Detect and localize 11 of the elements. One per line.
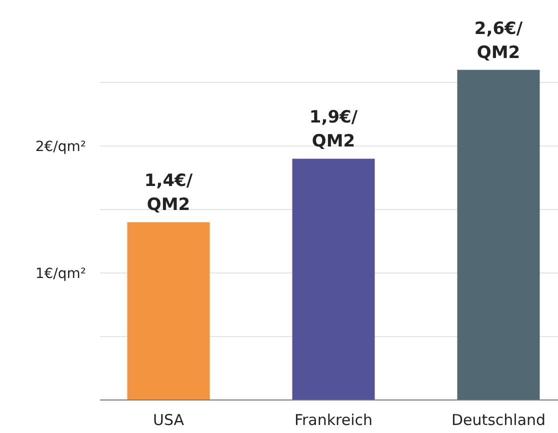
bar: [457, 70, 540, 400]
bar: [292, 158, 375, 400]
y-tick-label: 1€/qm²: [35, 266, 86, 282]
data-label: 1,9€/QM2: [309, 108, 358, 152]
data-label: 2,6€/QM2: [474, 18, 524, 63]
x-tick-label: USA: [152, 411, 185, 429]
x-tick-label: Deutschland: [451, 411, 546, 429]
bar: [127, 222, 210, 400]
data-label: 1,4€/QM2: [144, 171, 194, 216]
x-tick-label: Frankreich: [294, 411, 373, 429]
y-tick-label: 2€/qm²: [35, 138, 86, 155]
